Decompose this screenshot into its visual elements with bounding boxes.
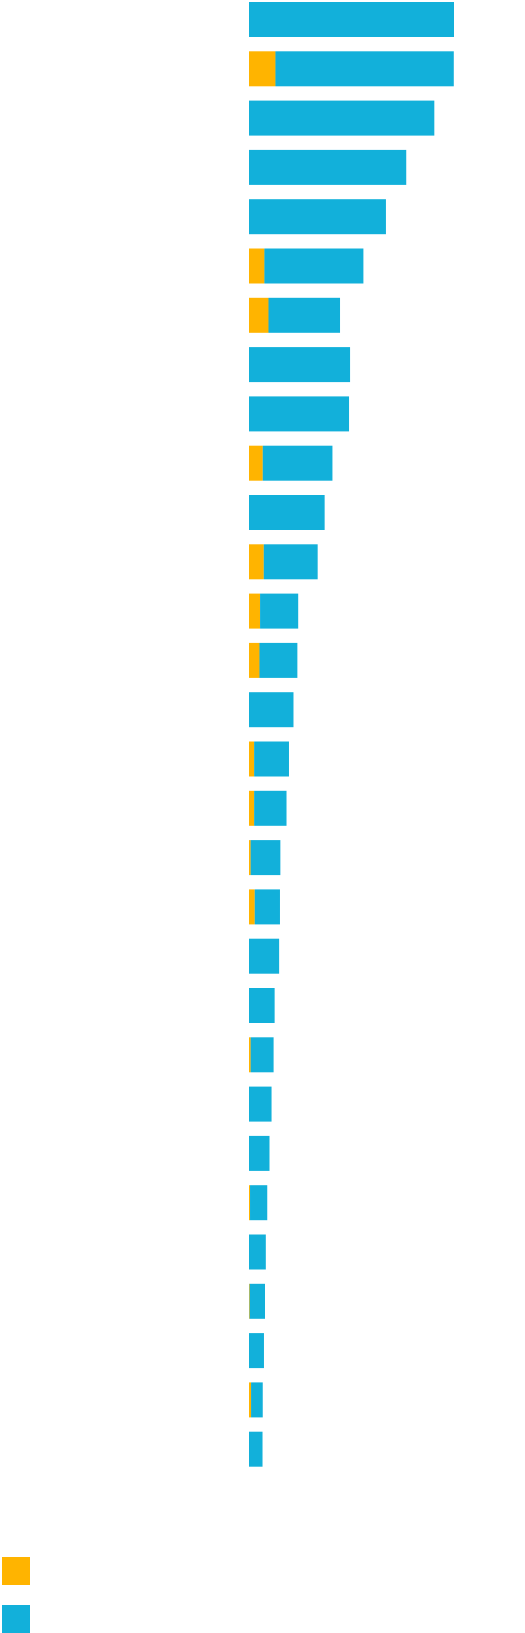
- bar-segment-row-10-series-1: [249, 445, 263, 481]
- bar-segment-row-12-series-1: [249, 544, 264, 580]
- bar-segment-row-22-series-1: [249, 1037, 251, 1073]
- bar-segment-row-10-series-2: [262, 445, 333, 481]
- legend-swatch-series-1: [2, 1557, 30, 1585]
- bar-segment-row-2-series-2: [275, 51, 454, 87]
- bar-segment-row-13-series-2: [260, 593, 299, 629]
- bar-segment-row-30-series-2: [249, 1431, 263, 1467]
- bar-segment-row-17-series-1: [249, 790, 255, 826]
- bar-segment-row-26-series-2: [249, 1234, 266, 1270]
- bar-segment-row-5-series-2: [249, 199, 386, 235]
- bar-segment-row-23-series-2: [249, 1086, 272, 1122]
- bar-segment-row-21-series-2: [249, 988, 275, 1023]
- bar-segment-row-25-series-2: [250, 1185, 268, 1221]
- bar-segment-row-20-series-2: [249, 938, 280, 974]
- bar-segment-row-29-series-2: [251, 1382, 263, 1418]
- bar-segment-row-6-series-1: [249, 248, 265, 284]
- bar-segment-row-19-series-2: [254, 889, 280, 925]
- bar-segment-row-13-series-1: [249, 593, 261, 629]
- bar-segment-row-12-series-2: [263, 544, 318, 580]
- bar-segment-row-22-series-2: [250, 1037, 274, 1073]
- bar-segment-row-1-series-2: [249, 2, 454, 37]
- bars-group: [249, 2, 454, 1467]
- bar-segment-row-28-series-2: [249, 1333, 264, 1369]
- bar-segment-row-14-series-1: [249, 642, 260, 678]
- bar-segment-row-11-series-2: [249, 495, 325, 530]
- bar-segment-row-16-series-2: [254, 741, 289, 777]
- legend-swatch-series-2: [2, 1605, 30, 1633]
- bar-segment-row-24-series-2: [249, 1135, 270, 1171]
- bar-segment-row-8-series-2: [249, 347, 351, 383]
- bar-segment-row-4-series-2: [249, 149, 407, 185]
- bar-segment-row-18-series-2: [250, 840, 281, 876]
- bar-segment-row-27-series-2: [249, 1283, 265, 1319]
- bar-segment-row-17-series-2: [254, 790, 287, 826]
- bar-segment-row-2-series-1: [249, 51, 276, 87]
- bar-segment-row-9-series-2: [249, 396, 350, 432]
- bar-segment-row-15-series-2: [249, 692, 294, 728]
- bar-segment-row-14-series-2: [259, 642, 298, 678]
- bar-segment-row-25-series-1: [249, 1185, 251, 1221]
- legend: [2, 1557, 30, 1633]
- bar-segment-row-3-series-2: [249, 100, 435, 136]
- bar-segment-row-7-series-2: [268, 297, 341, 333]
- bar-segment-row-27-series-1: [249, 1283, 250, 1319]
- bar-segment-row-19-series-1: [249, 889, 255, 925]
- bar-segment-row-7-series-1: [249, 297, 269, 333]
- bar-segment-row-29-series-1: [249, 1382, 252, 1418]
- bar-segment-row-16-series-1: [249, 741, 255, 777]
- bar-segment-row-18-series-1: [249, 840, 251, 876]
- bar-segment-row-6-series-2: [264, 248, 364, 284]
